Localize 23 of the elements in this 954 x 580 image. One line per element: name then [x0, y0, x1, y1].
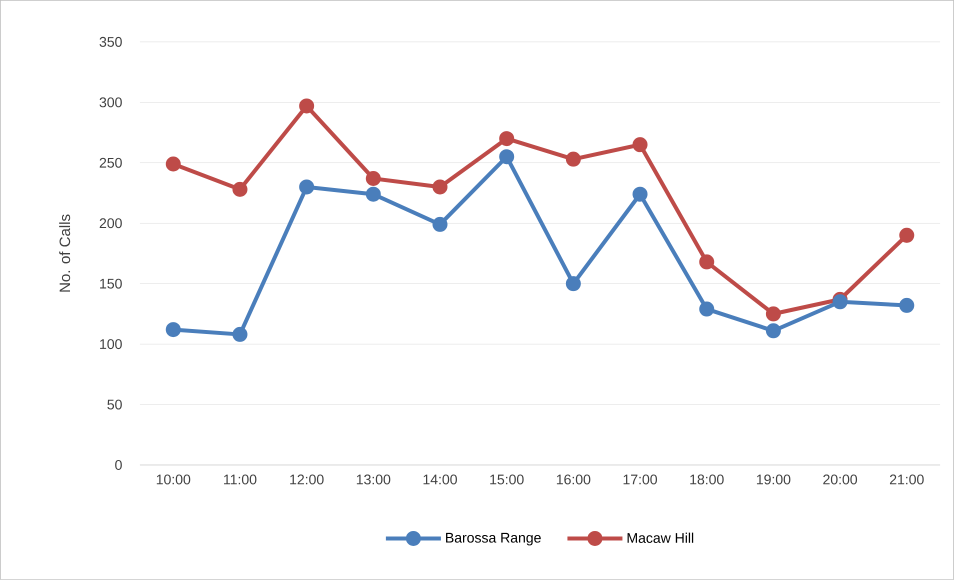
x-tick-label: 17:00	[624, 474, 658, 484]
y-tick-label: 200	[100, 218, 122, 228]
x-tick-label: 12:00	[290, 474, 324, 484]
y-tick-label: 300	[100, 97, 122, 108]
x-tick-label: 18:00	[690, 474, 724, 484]
y-tick-label: 150	[100, 278, 122, 289]
x-tick-label: 21:00	[890, 474, 924, 484]
legend-label: Barossa Range	[446, 532, 541, 546]
x-tick-label: 14:00	[424, 474, 457, 484]
x-tick-label: 11:00	[224, 474, 256, 484]
x-tick-label: 19:00	[756, 474, 790, 484]
x-tick-label: 13:00	[356, 474, 390, 484]
x-tick-label: 15:00	[490, 474, 524, 484]
y-tick-label: 250	[100, 158, 122, 168]
y-tick-label: 350	[100, 36, 122, 47]
y-tick-label: 0	[115, 460, 122, 470]
legend-label: Macaw Hill	[628, 532, 694, 543]
y-tick-label: 50	[107, 400, 122, 410]
y-tick-label: 100	[100, 339, 122, 350]
x-tick-label: 20:00	[823, 474, 858, 484]
y-axis-title: No. of Calls	[59, 214, 70, 292]
x-tick-label: 10:00	[156, 474, 190, 484]
x-tick-label: 16:00	[556, 474, 590, 484]
